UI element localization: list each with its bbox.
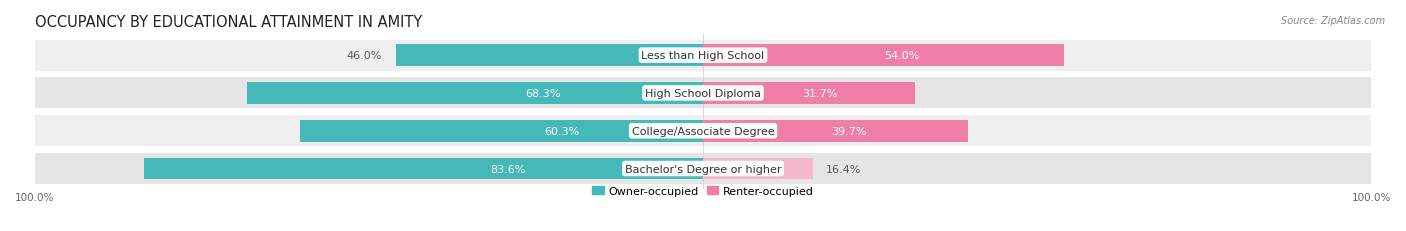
Text: 54.0%: 54.0%: [884, 51, 920, 61]
Bar: [703, 120, 969, 142]
Text: OCCUPANCY BY EDUCATIONAL ATTAINMENT IN AMITY: OCCUPANCY BY EDUCATIONAL ATTAINMENT IN A…: [35, 15, 422, 30]
Bar: [35, 116, 1371, 147]
Text: 39.7%: 39.7%: [831, 126, 866, 136]
Text: 83.6%: 83.6%: [489, 164, 524, 174]
Text: 60.3%: 60.3%: [544, 126, 579, 136]
Text: 68.3%: 68.3%: [526, 88, 561, 98]
Bar: [35, 153, 1371, 184]
Text: College/Associate Degree: College/Associate Degree: [631, 126, 775, 136]
Bar: [145, 158, 703, 180]
Text: 16.4%: 16.4%: [825, 164, 862, 174]
Bar: [703, 158, 813, 180]
Legend: Owner-occupied, Renter-occupied: Owner-occupied, Renter-occupied: [592, 186, 814, 196]
Text: Less than High School: Less than High School: [641, 51, 765, 61]
Bar: [35, 40, 1371, 71]
Bar: [246, 83, 703, 104]
Bar: [703, 45, 1064, 67]
Text: Source: ZipAtlas.com: Source: ZipAtlas.com: [1281, 16, 1385, 26]
Bar: [299, 120, 703, 142]
Bar: [35, 78, 1371, 109]
Text: 31.7%: 31.7%: [801, 88, 837, 98]
Bar: [395, 45, 703, 67]
Text: 46.0%: 46.0%: [347, 51, 382, 61]
Text: Bachelor's Degree or higher: Bachelor's Degree or higher: [624, 164, 782, 174]
Text: High School Diploma: High School Diploma: [645, 88, 761, 98]
Bar: [703, 83, 915, 104]
